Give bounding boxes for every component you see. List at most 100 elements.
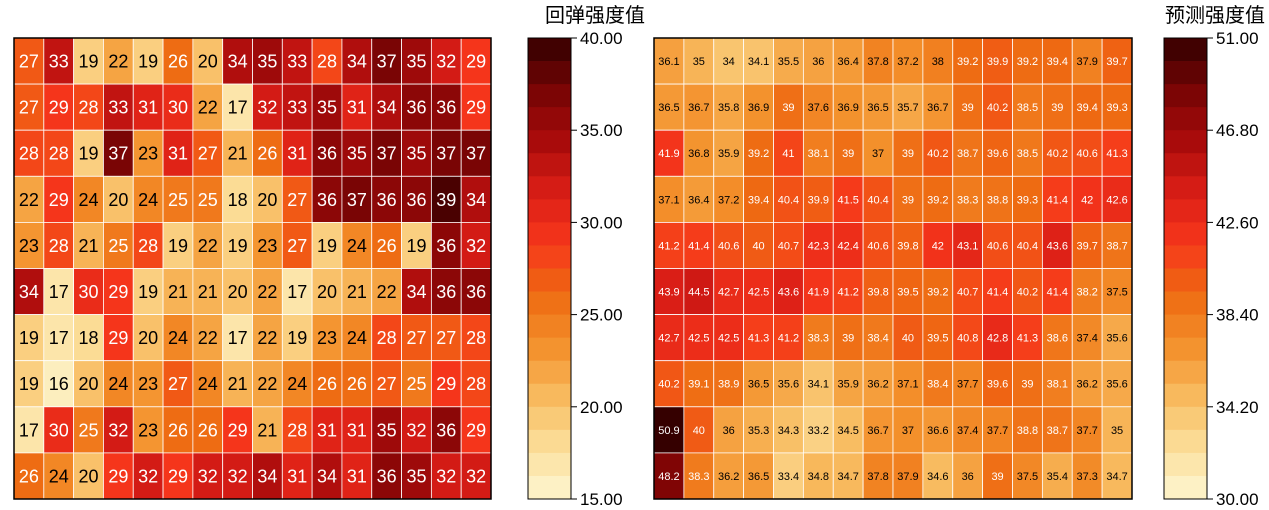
heatmap-cell <box>371 452 402 500</box>
cell-label: 36.9 <box>748 102 769 114</box>
cell-label: 42.4 <box>837 240 858 252</box>
cell-label: 32 <box>466 236 486 256</box>
cell-label: 39 <box>1051 102 1063 114</box>
cell-label: 40.8 <box>957 333 978 345</box>
heatmap-cell <box>73 406 104 454</box>
cell-label: 37.4 <box>957 425 978 437</box>
cell-label: 37 <box>377 144 397 164</box>
cell-label: 29 <box>49 190 69 210</box>
colorbar-segment <box>528 383 571 408</box>
cell-label: 25 <box>406 374 426 394</box>
heatmap-cell <box>132 129 164 177</box>
heatmap-cell <box>862 360 894 408</box>
colorbar-segment <box>528 291 571 315</box>
cell-label: 39.9 <box>987 56 1008 68</box>
cell-label: 35.9 <box>837 379 858 391</box>
heatmap-cell <box>862 314 894 362</box>
cell-label: 37.9 <box>1076 56 1097 68</box>
colorbar-title: 回弹强度值 <box>545 3 645 27</box>
heatmap-cell <box>862 175 894 223</box>
colorbar-segment <box>1164 130 1207 154</box>
cell-label: 36 <box>962 471 974 483</box>
cell-label: 39 <box>782 102 794 114</box>
cell-label: 38.4 <box>867 333 888 345</box>
heatmap-cell <box>162 221 194 269</box>
cell-label: 35 <box>1111 425 1123 437</box>
cell-label: 17 <box>49 328 69 348</box>
heatmap-cell <box>1101 452 1133 500</box>
heatmap-cell <box>832 314 864 362</box>
heatmap-cell <box>132 452 164 500</box>
cell-label: 41.4 <box>987 287 1008 299</box>
heatmap-cell <box>922 452 954 500</box>
heatmap-cell <box>103 268 134 315</box>
cell-label: 40 <box>752 240 764 252</box>
cell-label: 25 <box>79 420 99 440</box>
colorbar-title: 预测强度值 <box>1165 3 1265 27</box>
heatmap-cell <box>43 37 75 85</box>
cell-label: 37.1 <box>897 379 918 391</box>
colorbar-segment <box>1164 429 1207 454</box>
colorbar-segment <box>528 475 571 500</box>
cell-label: 39.2 <box>957 56 978 68</box>
cell-label: 40.6 <box>718 240 739 252</box>
cell-label: 39.2 <box>927 287 948 299</box>
cell-label: 44.5 <box>688 287 709 299</box>
cell-label: 35 <box>406 144 426 164</box>
heatmap-cell <box>103 221 134 269</box>
cell-label: 24 <box>108 374 128 394</box>
heatmap-cell <box>73 314 104 362</box>
heatmap-cell <box>252 360 283 408</box>
cell-label: 34.3 <box>778 425 799 437</box>
cell-label: 23 <box>138 374 158 394</box>
colorbar-tick-label: 30.00 <box>580 213 623 232</box>
cell-label: 22 <box>257 282 277 302</box>
heatmap-cell <box>311 221 343 269</box>
heatmap-cell <box>222 268 253 315</box>
heatmap-cell <box>192 175 224 223</box>
heatmap-cell <box>922 221 954 269</box>
cell-label: 32 <box>198 466 218 486</box>
cell-label: 34 <box>466 190 486 210</box>
colorbar-segment <box>528 429 571 454</box>
heatmap-cell <box>341 360 373 408</box>
heatmap-cell <box>430 221 462 269</box>
heatmap-cell <box>743 37 774 85</box>
cell-label: 41.3 <box>1017 333 1038 345</box>
heatmap-cell <box>683 221 715 269</box>
cell-label: 37.7 <box>957 379 978 391</box>
colorbar-segment <box>1164 107 1207 131</box>
heatmap-cell <box>341 221 373 269</box>
cell-label: 36.7 <box>927 102 948 114</box>
cell-label: 39.2 <box>927 194 948 206</box>
cell-label: 36 <box>377 190 397 210</box>
colorbar-tick-label: 30.00 <box>1216 490 1259 509</box>
heatmap-cell <box>73 268 104 315</box>
cell-label: 28 <box>287 420 307 440</box>
cell-label: 39.8 <box>897 240 918 252</box>
cell-label: 39 <box>991 471 1003 483</box>
cell-label: 26 <box>347 374 367 394</box>
heatmap-cell <box>922 83 954 131</box>
heatmap-cell <box>1041 452 1073 500</box>
cell-label: 39.1 <box>688 379 709 391</box>
heatmap-cell <box>1071 406 1103 454</box>
heatmap-frame <box>13 37 492 500</box>
cell-label: 40.6 <box>987 240 1008 252</box>
heatmap-cell <box>13 406 45 454</box>
cell-label: 35.9 <box>718 148 739 160</box>
colorbar-segment <box>1164 291 1207 315</box>
cell-label: 40.6 <box>1076 148 1097 160</box>
colorbar-tick-label: 51.00 <box>1216 29 1259 48</box>
cell-label: 37.2 <box>718 194 739 206</box>
colorbar-segment <box>528 314 571 339</box>
heatmap-cell <box>743 406 774 454</box>
colorbar-segment <box>528 38 571 62</box>
cell-label: 42 <box>932 240 944 252</box>
heatmap-cell <box>162 360 194 408</box>
cell-label: 39.2 <box>748 148 769 160</box>
heatmap-cell <box>252 221 283 269</box>
cell-label: 24 <box>79 190 99 210</box>
heatmap-cell <box>952 221 984 269</box>
heatmap-cell <box>713 221 745 269</box>
